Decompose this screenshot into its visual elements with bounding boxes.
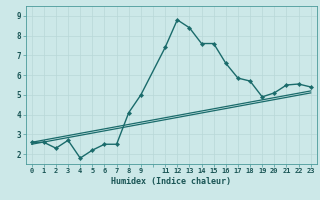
X-axis label: Humidex (Indice chaleur): Humidex (Indice chaleur) — [111, 177, 231, 186]
